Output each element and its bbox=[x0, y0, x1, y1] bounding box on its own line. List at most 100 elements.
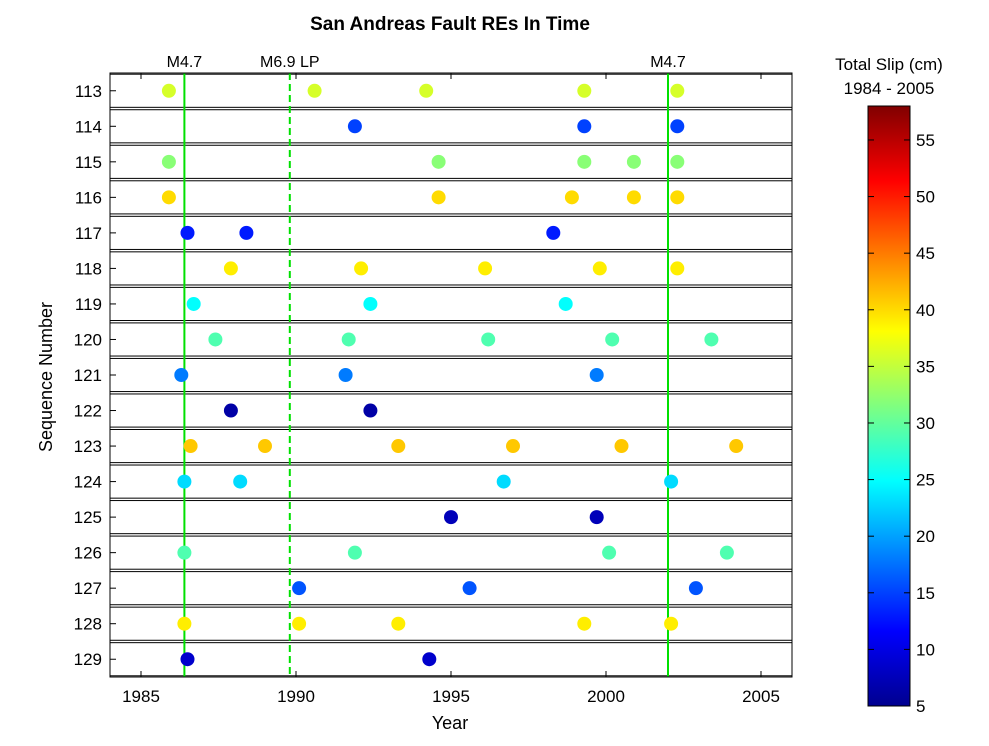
colorbar-tick-label-50: 50 bbox=[916, 188, 935, 207]
colorbar-tick-label-10: 10 bbox=[916, 640, 935, 659]
point-123-1 bbox=[183, 439, 198, 454]
event-label-1: M4.7 bbox=[167, 54, 203, 71]
point-118-2 bbox=[354, 261, 369, 276]
chart-title: San Andreas Fault REs In Time bbox=[310, 14, 590, 35]
y-tick-label-123: 123 bbox=[74, 437, 102, 456]
point-115-5 bbox=[670, 154, 685, 169]
y-axis-label: Sequence Number bbox=[36, 302, 56, 452]
y-tick-label-121: 121 bbox=[74, 366, 102, 385]
point-113-3 bbox=[419, 83, 434, 98]
sequence-row-129 bbox=[109, 642, 793, 677]
x-tick-label-0: 1985 bbox=[122, 687, 160, 706]
colorbar-tick-label-45: 45 bbox=[916, 244, 935, 263]
point-126-1 bbox=[177, 545, 192, 560]
point-115-2 bbox=[431, 154, 446, 169]
point-120-2 bbox=[341, 332, 356, 347]
point-128-2 bbox=[292, 616, 307, 631]
point-118-4 bbox=[592, 261, 607, 276]
point-113-2 bbox=[307, 83, 322, 98]
point-127-1 bbox=[292, 581, 307, 596]
sequence-row-119 bbox=[109, 286, 793, 322]
point-125-1 bbox=[444, 510, 458, 525]
y-tick-label-124: 124 bbox=[74, 473, 102, 492]
point-123-4 bbox=[506, 439, 520, 454]
point-115-4 bbox=[626, 154, 641, 169]
point-128-3 bbox=[391, 616, 406, 631]
point-115-3 bbox=[577, 154, 592, 169]
x-tick-label-3: 2000 bbox=[587, 687, 625, 706]
point-118-3 bbox=[478, 261, 493, 276]
point-120-4 bbox=[605, 332, 620, 347]
point-116-3 bbox=[564, 190, 579, 205]
y-tick-label-125: 125 bbox=[74, 508, 102, 527]
point-121-1 bbox=[174, 368, 189, 382]
y-tick-label-118: 118 bbox=[75, 259, 102, 278]
point-117-2 bbox=[239, 225, 254, 240]
y-tick-label-113: 113 bbox=[75, 82, 102, 101]
point-124-2 bbox=[233, 474, 248, 489]
sequence-row-123 bbox=[109, 428, 793, 464]
sequence-row-122 bbox=[109, 393, 793, 428]
colorbar-title: Total Slip (cm) bbox=[835, 55, 943, 74]
event-label-3: M4.7 bbox=[650, 54, 686, 71]
x-tick-label-4: 2005 bbox=[742, 687, 780, 706]
y-tick-label-128: 128 bbox=[74, 615, 102, 634]
point-114-3 bbox=[670, 119, 685, 134]
point-125-2 bbox=[589, 510, 604, 525]
point-128-4 bbox=[577, 616, 592, 631]
colorbar-tick-label-20: 20 bbox=[916, 527, 935, 546]
point-120-1 bbox=[208, 332, 223, 347]
point-126-3 bbox=[602, 545, 617, 560]
sequence-row-114 bbox=[109, 109, 793, 144]
axes: 1985 1990 1995 2000 2005 113 114 115 116 117 118 11… bbox=[74, 72, 793, 706]
point-129-2 bbox=[422, 652, 437, 667]
point-119-1 bbox=[186, 296, 201, 311]
y-tick-label-115: 115 bbox=[75, 153, 102, 172]
colorbar-ticks: 5 10 15 20 25 30 35 40 45 50 55 bbox=[868, 131, 935, 716]
point-113-4 bbox=[577, 83, 592, 98]
point-128-1 bbox=[177, 616, 192, 631]
point-124-1 bbox=[177, 474, 192, 489]
point-120-5 bbox=[704, 332, 719, 347]
point-120-3 bbox=[481, 332, 496, 347]
y-tick-label-129: 129 bbox=[74, 650, 102, 669]
sequence-row-126 bbox=[109, 535, 793, 570]
colorbar: Total Slip (cm) 1984 - 2005 5 10 15 20 25 30 3… bbox=[835, 55, 943, 716]
colorbar-tick-label-5: 5 bbox=[916, 697, 925, 716]
colorbar-gradient bbox=[867, 105, 911, 707]
point-122-2 bbox=[363, 403, 378, 418]
point-117-1 bbox=[180, 225, 195, 240]
colorbar-tick-label-35: 35 bbox=[916, 357, 935, 376]
colorbar-tick-label-15: 15 bbox=[916, 584, 935, 603]
point-116-4 bbox=[626, 190, 641, 205]
x-axis-label: Year bbox=[432, 713, 468, 733]
sequence-row-117 bbox=[109, 215, 793, 250]
point-119-2 bbox=[363, 296, 378, 311]
point-123-3 bbox=[391, 439, 406, 454]
y-tick-label-114: 114 bbox=[75, 117, 102, 136]
point-121-2 bbox=[338, 368, 353, 382]
point-122-1 bbox=[223, 403, 238, 418]
event-lines: M4.7 M6.9 LP M4.7 bbox=[167, 54, 686, 677]
point-124-3 bbox=[496, 474, 511, 489]
y-tick-label-119: 119 bbox=[75, 295, 102, 314]
point-126-2 bbox=[347, 545, 362, 560]
sequence-row-121 bbox=[109, 357, 793, 393]
point-123-6 bbox=[729, 439, 744, 454]
point-115-1 bbox=[161, 154, 176, 169]
point-127-2 bbox=[462, 581, 477, 596]
point-113-5 bbox=[670, 83, 685, 98]
colorbar-tick-label-30: 30 bbox=[916, 414, 935, 433]
data-points bbox=[161, 83, 744, 667]
point-116-1 bbox=[161, 190, 176, 205]
y-tick-label-127: 127 bbox=[74, 579, 102, 598]
y-tick-label-116: 116 bbox=[75, 188, 102, 207]
point-116-2 bbox=[431, 190, 446, 205]
sequence-row-116 bbox=[109, 180, 793, 215]
sequence-row-128 bbox=[109, 606, 793, 641]
sequence-row-118 bbox=[109, 251, 793, 286]
point-128-5 bbox=[664, 616, 679, 631]
colorbar-tick-label-40: 40 bbox=[916, 301, 935, 320]
y-tick-label-117: 117 bbox=[75, 224, 102, 243]
